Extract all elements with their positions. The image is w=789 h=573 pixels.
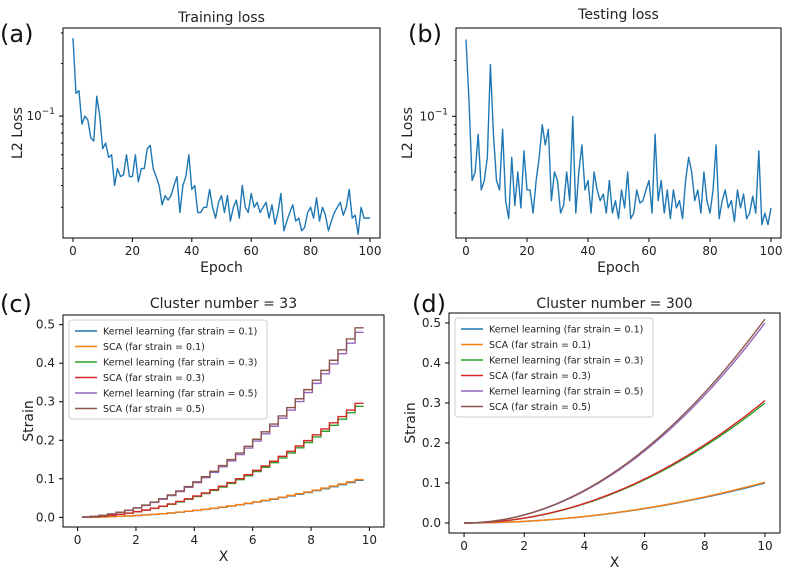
loss-series-line xyxy=(465,39,772,226)
plot-frame xyxy=(62,314,385,528)
y-axis-label: Strain xyxy=(21,400,37,441)
x-tick-label: 0 xyxy=(460,539,468,553)
plot-frame xyxy=(448,312,781,534)
legend-entry: Kernel learning (far strain = 0.1) xyxy=(489,325,643,336)
chart-title: Cluster number = 33 xyxy=(150,296,297,312)
y-tick-label: 0.0 xyxy=(36,510,55,524)
y-axis-label: L2 Loss xyxy=(400,107,416,159)
y-tick-label: 0.5 xyxy=(422,316,441,330)
x-tick-label: 80 xyxy=(303,244,318,258)
loss-series-line xyxy=(72,38,370,236)
strain-series-line xyxy=(464,402,766,524)
legend-entry: Kernel learning (far strain = 0.5) xyxy=(103,389,257,400)
x-tick-label: 6 xyxy=(641,539,649,553)
legend-entry: SCA (far strain = 0.5) xyxy=(489,402,591,413)
x-tick-label: 4 xyxy=(190,533,198,547)
y-tick-label: 0.2 xyxy=(36,433,55,447)
x-tick-label: 40 xyxy=(580,244,595,258)
plot-frame xyxy=(62,27,381,239)
x-tick-label: 10 xyxy=(362,533,377,547)
x-tick-label: 2 xyxy=(132,533,140,547)
x-tick-label: 0 xyxy=(462,244,470,258)
x-tick-label: 6 xyxy=(249,533,257,547)
y-tick-label: 0.5 xyxy=(36,318,55,332)
y-tick-label: 0.1 xyxy=(422,476,441,490)
y-tick-label: 0.4 xyxy=(36,356,55,370)
y-tick-label: 10−1 xyxy=(419,107,448,123)
strain-series-line xyxy=(81,405,364,518)
y-tick-label: 0.4 xyxy=(422,356,441,370)
legend-entry: Kernel learning (far strain = 0.3) xyxy=(489,356,643,367)
panel-b: 10−1 0 20 40 60 80 100 (b) Testing loss Epoch L2 L… xyxy=(400,7,782,276)
legend-entry: SCA (far strain = 0.1) xyxy=(103,342,205,353)
x-tick-label: 0 xyxy=(69,244,77,258)
legend-entry: Kernel learning (far strain = 0.3) xyxy=(103,358,257,369)
x-tick-label: 8 xyxy=(701,539,709,553)
panel-label: (b) xyxy=(408,20,442,48)
x-tick-label: 60 xyxy=(641,244,656,258)
legend-entry: Kernel learning (far strain = 0.5) xyxy=(489,387,643,398)
strain-series-line xyxy=(464,318,766,524)
x-tick-label: 20 xyxy=(519,244,534,258)
legend-entry: SCA (far strain = 0.5) xyxy=(103,404,205,415)
x-tick-label: 8 xyxy=(307,533,315,547)
y-tick-label: 0.0 xyxy=(422,516,441,530)
chart-title: Training loss xyxy=(177,10,265,26)
x-axis-label: X xyxy=(219,549,229,565)
y-tick-label: 0.3 xyxy=(422,396,441,410)
x-tick-label: 80 xyxy=(702,244,717,258)
legend-entry: SCA (far strain = 0.3) xyxy=(103,373,205,384)
panel-d: 0.0 0.1 0.2 0.3 0.4 0.5 0 2 4 6 8 10 (d) Cluster numb… xyxy=(403,290,781,571)
strain-series-line xyxy=(81,402,364,518)
x-tick-label: 40 xyxy=(184,244,199,258)
strain-series-line xyxy=(464,482,766,524)
x-tick-label: 0 xyxy=(74,533,82,547)
panel-label: (a) xyxy=(0,20,33,48)
plot-frame xyxy=(455,27,782,239)
y-tick-label: 0.2 xyxy=(422,436,441,450)
chart-title: Cluster number = 300 xyxy=(536,296,692,312)
y-axis-label: Strain xyxy=(403,402,419,443)
chart-title: Testing loss xyxy=(577,7,659,23)
y-tick-label: 10−1 xyxy=(26,107,55,123)
y-axis-label: L2 Loss xyxy=(10,107,26,159)
panel-a: 10−1 0 20 40 60 80 100 (a) Training loss Epoch L2 … xyxy=(0,10,381,276)
legend-entry: Kernel learning (far strain = 0.1) xyxy=(103,327,257,338)
panel-label: (c) xyxy=(0,290,32,318)
x-tick-label: 20 xyxy=(125,244,140,258)
x-tick-label: 2 xyxy=(520,539,528,553)
strain-series-line xyxy=(81,327,364,518)
x-tick-label: 100 xyxy=(359,244,382,258)
legend-entry: SCA (far strain = 0.3) xyxy=(489,371,591,382)
y-tick-label: 0.1 xyxy=(36,472,55,486)
x-tick-label: 10 xyxy=(757,539,772,553)
legend-entry: SCA (far strain = 0.1) xyxy=(489,340,591,351)
strain-series-line xyxy=(464,481,766,524)
legend-box xyxy=(454,317,654,418)
strain-series-line xyxy=(464,400,766,524)
x-axis-label: X xyxy=(610,555,620,571)
legend-box xyxy=(68,319,268,420)
x-tick-label: 100 xyxy=(760,244,783,258)
x-tick-label: 60 xyxy=(244,244,259,258)
x-axis-label: Epoch xyxy=(200,260,243,276)
x-tick-label: 4 xyxy=(581,539,589,553)
x-axis-label: Epoch xyxy=(597,260,640,276)
panel-c: 0.0 0.1 0.2 0.3 0.4 0.5 0 2 4 6 8 10 (c) Cluster numb… xyxy=(0,290,385,565)
strain-series-line xyxy=(81,478,364,518)
y-tick-label: 0.3 xyxy=(36,395,55,409)
panel-label: (d) xyxy=(412,290,446,318)
